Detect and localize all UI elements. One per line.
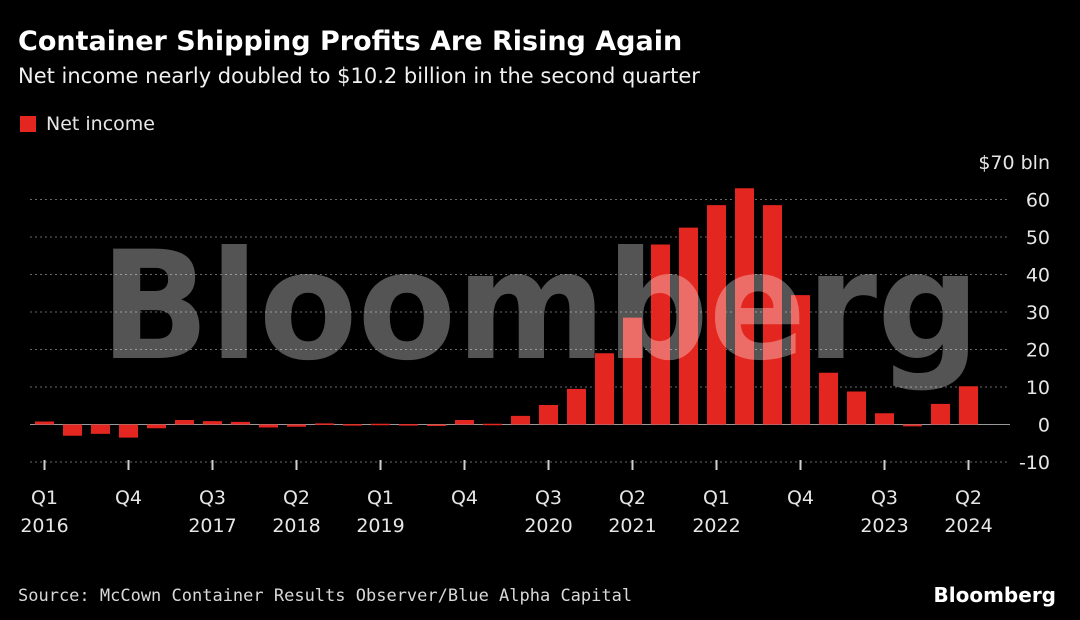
bar: Q2 2018: -0.6 — [287, 424, 306, 427]
bar: Q1 2021: 19 — [595, 353, 614, 425]
x-tick-label-quarter: Q1 — [367, 487, 394, 509]
x-tick-label-quarter: Q4 — [115, 487, 142, 509]
y-tick-label: 30 — [1026, 302, 1050, 324]
chart-title: Container Shipping Profits Are Rising Ag… — [18, 26, 683, 57]
y-tick-label: 40 — [1026, 265, 1050, 287]
bar: Q3 2022: 58.5 — [763, 205, 782, 425]
x-axis: Q1 2016 Q4 Q3 2017 Q2 2018 Q1 2019 Q4 Q3 2020 Q2 2021… — [20, 460, 993, 537]
x-tick-label-quarter: Q4 — [451, 487, 478, 509]
legend-swatch — [20, 116, 36, 132]
bar: Q2 2022: 63 — [735, 188, 754, 425]
brand-logo: Bloomberg — [933, 583, 1056, 607]
bar: Q1 2018: -0.8 — [259, 424, 278, 428]
bar: Q3 2021: 48 — [651, 244, 670, 425]
x-tick-label-year: 2022 — [692, 515, 740, 537]
source-note: Source: McCown Container Results Observe… — [18, 586, 633, 606]
bar: Q2 2023: 8.8 — [847, 391, 866, 425]
x-tick-label-quarter: Q4 — [787, 487, 814, 509]
bar: Q2 2019: 0.1 — [399, 424, 418, 426]
x-tick-label-year: 2019 — [356, 515, 404, 537]
x-tick-label-quarter: Q2 — [955, 487, 982, 509]
bar: Q3 2018: 0.3 — [315, 423, 334, 425]
bar: Q2 2016: -3 — [63, 424, 82, 436]
y-tick-label: 60 — [1026, 190, 1050, 212]
x-tick-label-year: 2023 — [860, 515, 908, 537]
x-tick-label-quarter: Q2 — [619, 487, 646, 509]
bar: Q3 2017: 0.9 — [203, 421, 222, 425]
y-tick-label: 20 — [1026, 340, 1050, 362]
x-tick-label-quarter: Q1 — [31, 487, 58, 509]
x-tick-label-quarter: Q3 — [871, 487, 898, 509]
x-tick-label-year: 2017 — [188, 515, 236, 537]
y-tick-label: 10 — [1026, 377, 1050, 399]
bar: Q3 2016: -2.5 — [91, 424, 110, 434]
x-tick-label-quarter: Q3 — [199, 487, 226, 509]
bar: Q4 2017: 0.7 — [231, 421, 250, 425]
bar: Q4 2016: -3.5 — [119, 424, 138, 438]
bar: Q4 2022: 34.5 — [791, 295, 810, 425]
x-tick-label-year: 2024 — [944, 515, 992, 537]
bar: Q2 2020: 2.3 — [511, 415, 530, 425]
x-tick-label-quarter: Q2 — [283, 487, 310, 509]
bar: Q1 2016: 0.8 — [35, 421, 54, 425]
bar: Q1 2024: 5.5 — [931, 403, 950, 425]
chart-subtitle: Net income nearly doubled to $10.2 billi… — [18, 64, 700, 88]
y-tick-label: 0 — [1038, 415, 1050, 437]
bar: Q2 2017: 1.2 — [175, 420, 194, 425]
bar: Q1 2020: 0.2 — [483, 423, 502, 426]
bar: Q3 2020: 5.2 — [539, 405, 558, 425]
y-tick-label: 50 — [1026, 227, 1050, 249]
x-tick-label-quarter: Q1 — [703, 487, 730, 509]
bar: Q1 2023: 13.8 — [819, 372, 838, 425]
x-tick-label-year: 2018 — [272, 515, 320, 537]
bar: Q1 2017: -1 — [147, 424, 166, 429]
bar: Q4 2021: 52.5 — [679, 227, 698, 425]
bar: Q2 2021: 28.5 — [623, 317, 642, 425]
bar: Q4 2023: -0.5 — [903, 424, 922, 427]
x-tick-label-quarter: Q3 — [535, 487, 562, 509]
watermark: Bloomberg — [100, 220, 980, 394]
bar: Q4 2020: 9.5 — [567, 388, 586, 425]
x-tick-label-year: 2020 — [524, 515, 572, 537]
bar: Q3 2019: 0 — [427, 424, 446, 426]
bars: Q1 2016: 0.8 Q2 2016: -3 Q3 2016: -2.5 Q4 2… — [35, 188, 978, 438]
legend: Net income — [20, 113, 155, 135]
y-tick-label: $70 bln — [978, 152, 1050, 174]
bar: Q4 2018: 0.1 — [343, 424, 362, 426]
bar: Q1 2022: 58.5 — [707, 205, 726, 425]
y-axis: $70 bln 60 50 40 30 20 10 0 -10 — [978, 152, 1050, 474]
watermark-text: Bloomberg — [100, 220, 980, 394]
bar: Q2 2024: 10.2 — [959, 386, 978, 425]
bar: Q1 2019: 0.2 — [371, 423, 390, 426]
bar: Q4 2019: 1.2 — [455, 420, 474, 425]
legend-label: Net income — [46, 113, 155, 135]
x-tick-label-year: 2021 — [608, 515, 656, 537]
x-tick-label-year: 2016 — [20, 515, 68, 537]
bar: Q3 2023: 3 — [875, 413, 894, 425]
y-tick-label: -10 — [1019, 452, 1050, 474]
